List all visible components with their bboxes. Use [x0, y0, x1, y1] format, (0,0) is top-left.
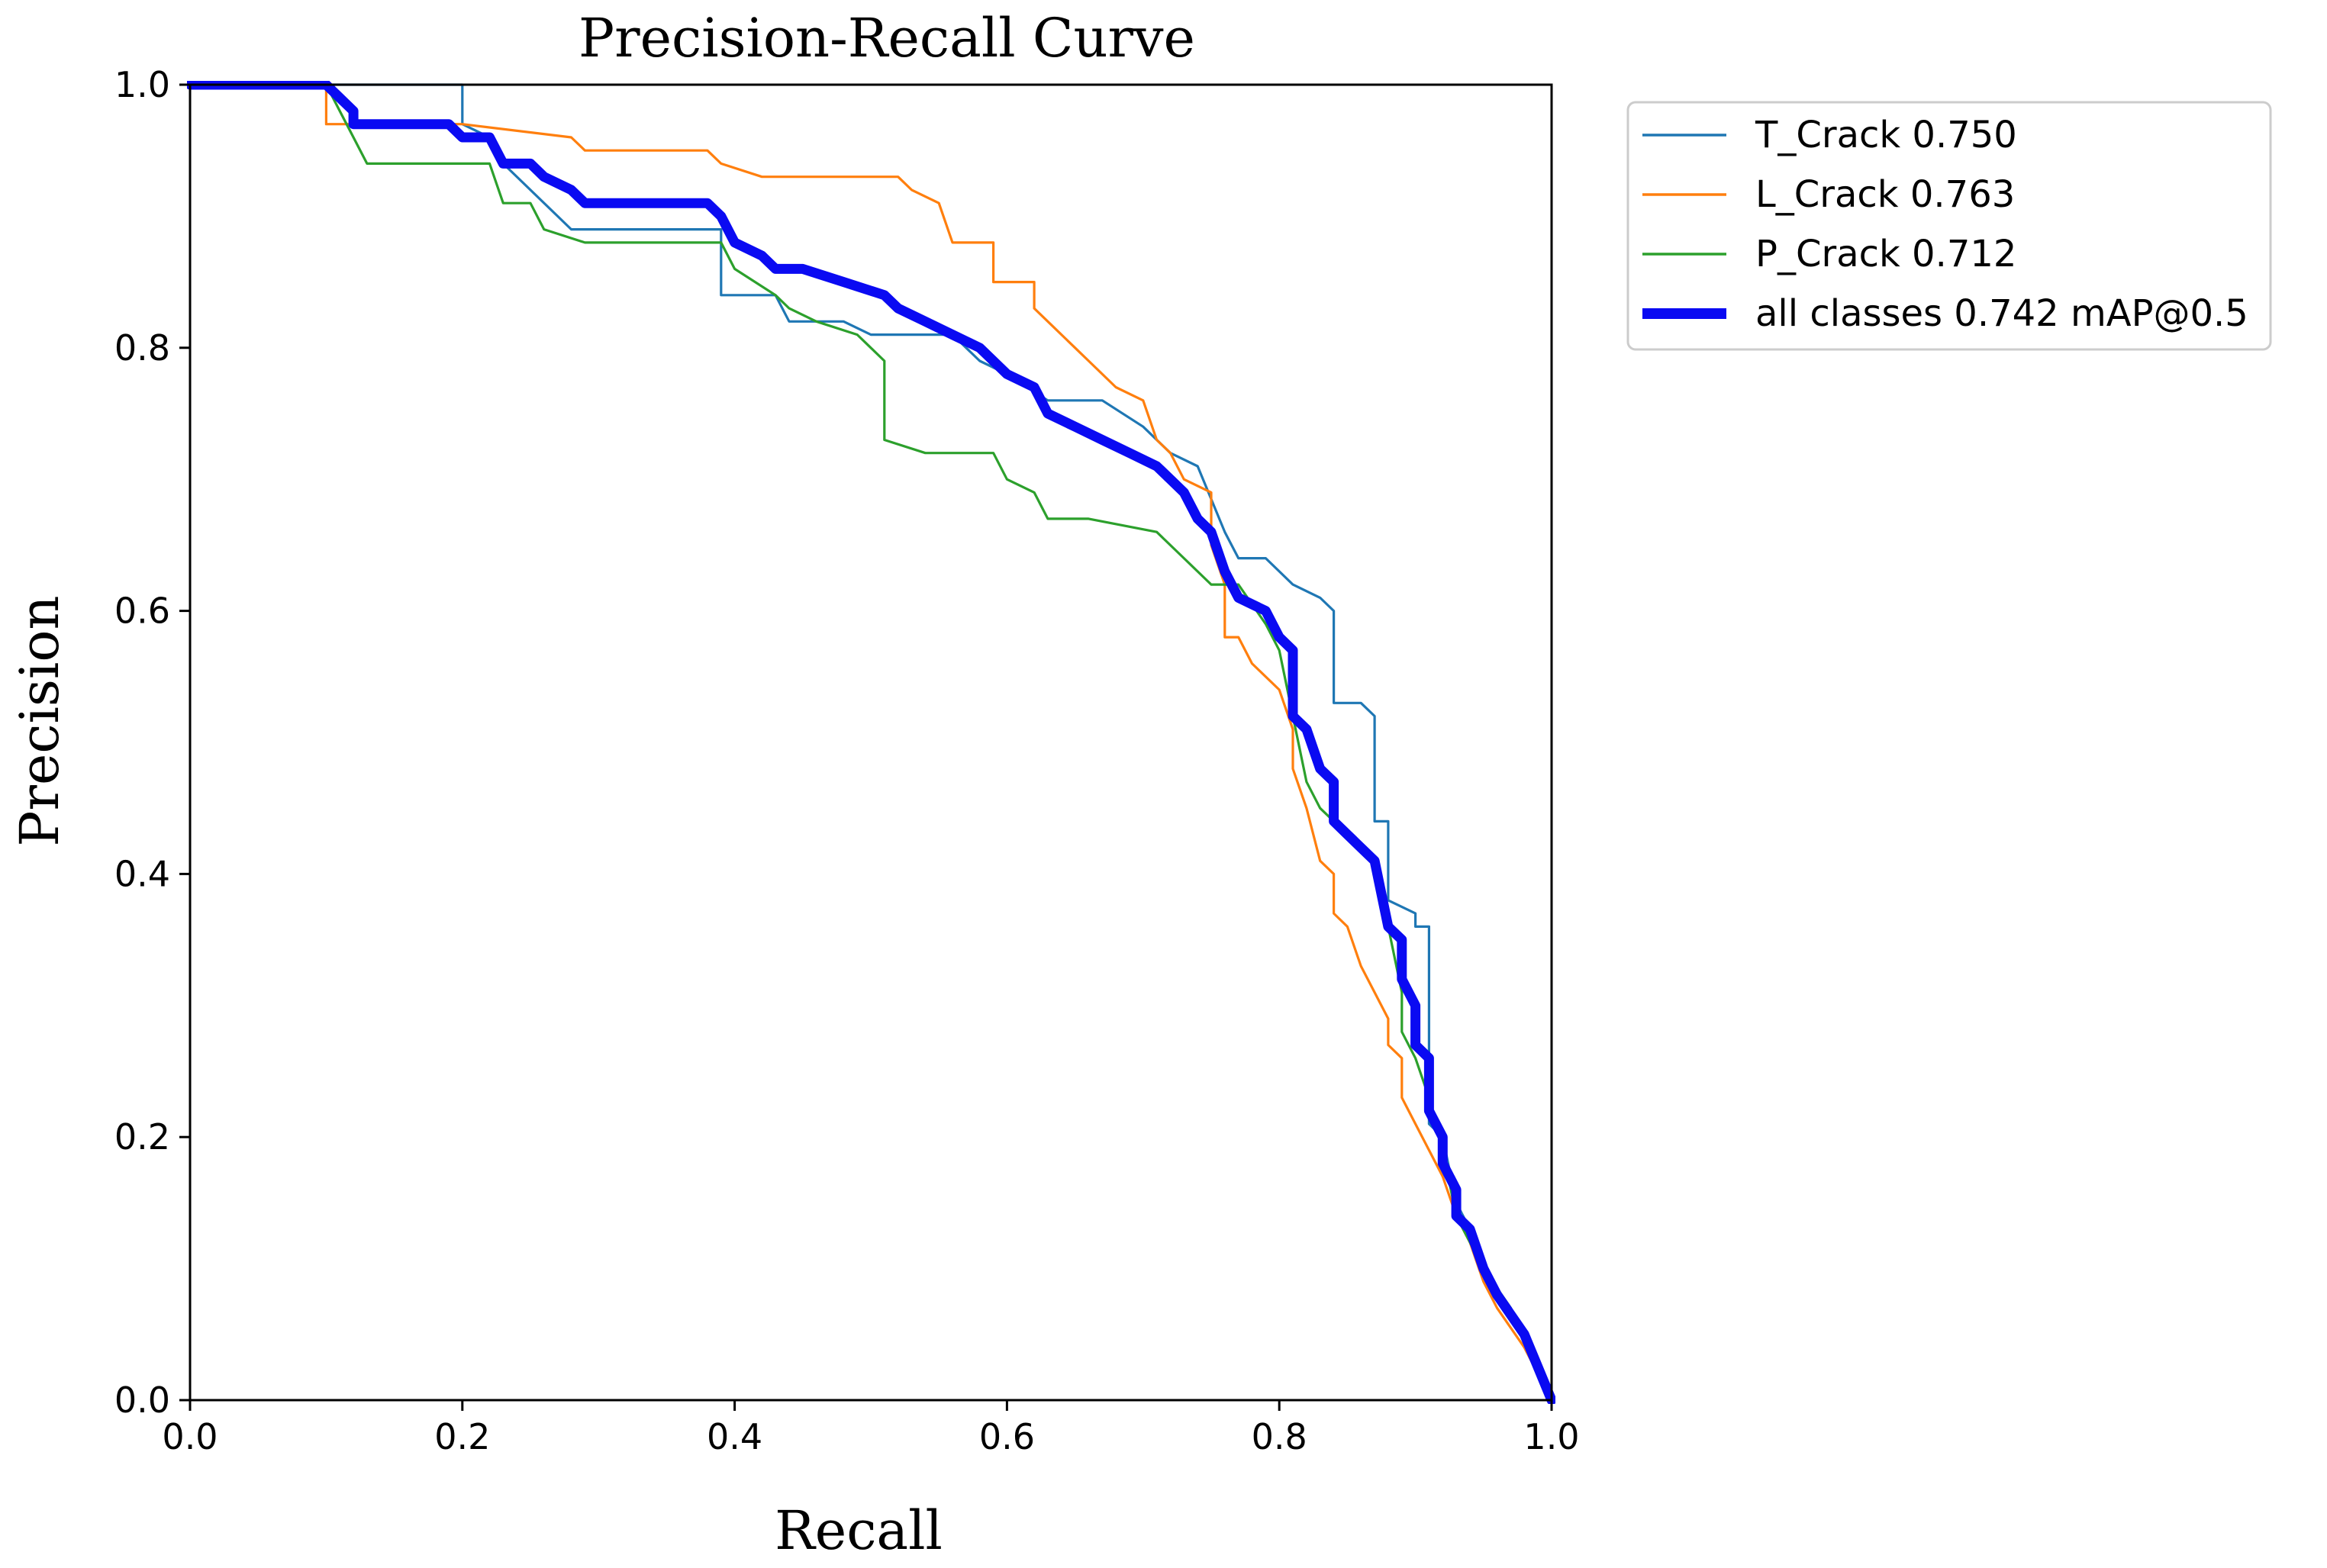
x-axis-label: Recall	[775, 1499, 943, 1562]
series-line-2	[189, 83, 1553, 1402]
x-tick-label: 0.8	[1252, 1416, 1307, 1457]
y-tick-label: 0.2	[114, 1116, 170, 1157]
x-tick-label: 0.6	[979, 1416, 1035, 1457]
y-tick-label: 0.0	[114, 1380, 170, 1421]
y-tick-label: 0.4	[114, 853, 170, 894]
series-layer	[187, 81, 1555, 1404]
x-tick-label: 0.4	[707, 1416, 762, 1457]
plot-frame	[189, 83, 1553, 1402]
legend: T_Crack 0.750 L_Crack 0.763 P_Crack 0.712 a…	[1626, 101, 2272, 351]
legend-label-1: L_Crack 0.763	[1755, 173, 2015, 216]
x-tick-label: 1.0	[1523, 1416, 1579, 1457]
chart-title: Precision-Recall Curve	[579, 7, 1195, 69]
series-line-1	[189, 83, 1553, 1402]
y-axis-label: Precision	[8, 595, 71, 846]
series-line-0	[189, 83, 1553, 1402]
y-tick-label: 1.0	[114, 64, 170, 105]
y-axis-ticks: 0.0 0.2 0.4 0.6 0.8 1.0	[114, 64, 190, 1421]
legend-label-3: all classes 0.742 mAP@0.5	[1755, 292, 2248, 335]
x-axis-ticks: 0.0 0.2 0.4 0.6 0.8 1.0	[162, 1400, 1580, 1457]
x-tick-label: 0.0	[162, 1416, 218, 1457]
legend-label-2: P_Crack 0.712	[1755, 233, 2016, 275]
x-tick-label: 0.2	[434, 1416, 490, 1457]
legend-label-0: T_Crack 0.750	[1755, 114, 2017, 156]
y-tick-label: 0.8	[114, 327, 170, 369]
legend-box	[1626, 101, 2272, 351]
y-tick-label: 0.6	[114, 591, 170, 632]
series-line-3	[187, 81, 1555, 1404]
